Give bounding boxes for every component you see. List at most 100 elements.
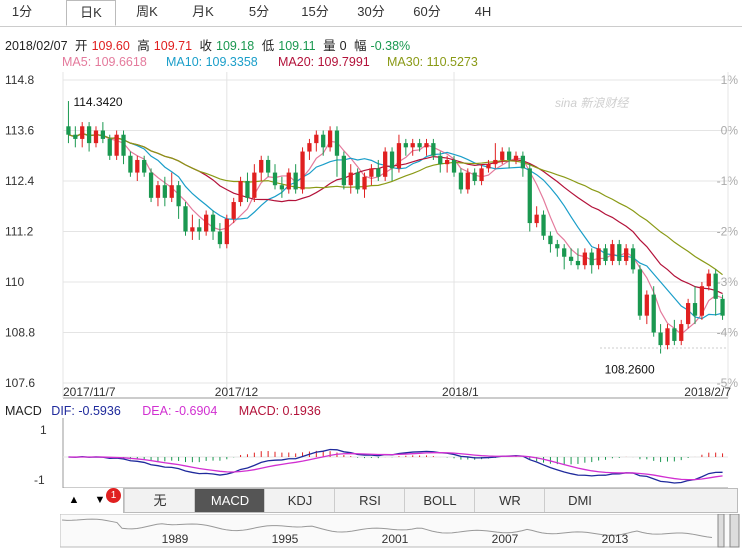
candle-body	[396, 143, 402, 169]
high-value: 109.71	[153, 39, 193, 53]
tab-4[interactable]: 5分	[248, 4, 270, 19]
dea-label: DEA: -0.6904	[142, 404, 218, 418]
candle-body	[217, 231, 223, 245]
candle-body	[204, 214, 209, 232]
candle-body	[630, 248, 636, 270]
tab-0[interactable]: 1分	[11, 4, 33, 19]
indicator-无-button[interactable]: 无	[124, 489, 195, 512]
indicator-rsi-button[interactable]: RSI	[334, 489, 405, 512]
min-price-label: 108.2600	[605, 363, 655, 377]
indicator-boll-button[interactable]: BOLL	[404, 489, 475, 512]
y-tick-label: 110	[5, 275, 24, 289]
tab-3[interactable]: 月K	[192, 4, 214, 19]
ma10-line	[68, 132, 723, 320]
candle-body	[617, 244, 622, 261]
candle-body	[651, 294, 656, 333]
candle-body	[679, 324, 684, 341]
candle-body	[486, 164, 491, 169]
candle-body	[451, 159, 457, 173]
navigator-frame	[60, 514, 740, 548]
candle-body	[128, 155, 133, 173]
candlestick-chart[interactable]: 114.8 1% 113.6 0% 112.4 -1% 111.2 -2% 110 -3% 108.…	[0, 70, 742, 400]
candle-body	[73, 134, 78, 139]
y-tick-label: 113.6	[5, 124, 34, 138]
pct-tick-label: -5%	[717, 376, 739, 390]
macd-value-label: MACD: 0.1936	[238, 404, 321, 418]
candle-body	[672, 328, 677, 341]
tab-5[interactable]: 15分	[301, 4, 329, 19]
candle-body	[169, 185, 174, 198]
candle-body	[603, 248, 608, 261]
y-tick-label: 108.8	[5, 326, 35, 340]
candle-body	[575, 260, 581, 266]
candle-body	[465, 172, 470, 190]
macd-chart[interactable]: 1 -1	[0, 418, 742, 488]
period-tabs: 1分 日K 周K 月K 5分 15分 30分 60分 4H	[0, 0, 742, 27]
tab-7[interactable]: 60分	[413, 4, 441, 19]
scroll-down-button[interactable]: ▼	[94, 494, 106, 506]
quote-date: 2018/02/07	[5, 39, 68, 53]
candle-body	[383, 151, 388, 177]
low-label: 低	[261, 39, 275, 53]
x-tick-label: 2018/2/7	[684, 385, 731, 399]
candle-body	[720, 298, 725, 316]
candle-body	[321, 134, 326, 148]
macd-title: MACD	[5, 404, 42, 418]
candle-body	[665, 328, 670, 346]
indicator-kdj-button[interactable]: KDJ	[264, 489, 335, 512]
candle-body	[341, 155, 346, 186]
candle-body	[555, 244, 560, 249]
candle-body	[548, 235, 553, 245]
candle-body	[66, 126, 71, 135]
indicator-wr-button[interactable]: WR	[474, 489, 545, 512]
tab-8[interactable]: 4H	[474, 4, 492, 19]
candle-body	[114, 134, 119, 156]
pct-tick-label: 0%	[721, 124, 739, 138]
close-label: 收	[199, 39, 213, 53]
pct-tick-label: -1%	[717, 174, 739, 188]
candle-body	[80, 126, 85, 139]
candle-body	[582, 252, 587, 266]
candle-body	[231, 202, 236, 219]
candle-body	[410, 143, 415, 148]
candle-body	[155, 185, 161, 198]
macd-tick-label: 1	[40, 423, 47, 437]
time-navigator[interactable]: 1989 1995 2001 2007 2013	[60, 514, 740, 548]
dea-line	[68, 452, 723, 481]
candle-body	[314, 134, 319, 144]
candle-body	[86, 126, 92, 144]
candle-body	[500, 151, 505, 160]
tab-2[interactable]: 周K	[136, 4, 158, 19]
candle-body	[224, 218, 229, 245]
indicator-macd-button[interactable]: MACD	[194, 489, 265, 512]
close-value: 109.18	[216, 39, 255, 53]
scroll-up-button[interactable]: ▲	[68, 494, 80, 506]
navigator-year-label: 1989	[162, 532, 189, 546]
candle-body	[589, 252, 594, 266]
change-label: 幅	[354, 39, 367, 53]
x-tick-label: 2017/11/7	[63, 385, 116, 399]
low-value: 109.11	[278, 39, 316, 53]
candle-body	[293, 172, 298, 190]
ma30-label: MA30: 110.5273	[387, 55, 478, 69]
candle-body	[403, 143, 408, 148]
pct-tick-label: -2%	[717, 225, 739, 239]
candle-body	[520, 155, 526, 169]
candle-body	[279, 185, 285, 190]
candle-body	[431, 143, 436, 156]
macd-tick-label: -1	[34, 473, 45, 487]
tab-6[interactable]: 30分	[357, 4, 385, 19]
open-label: 开	[75, 39, 88, 53]
candle-body	[706, 273, 711, 287]
quote-info: 2018/02/07 开 109.60 高 109.71 收 109.18 低 109.…	[5, 35, 414, 54]
x-tick-label: 2018/1	[442, 385, 479, 399]
candle-body	[458, 172, 464, 190]
candle-body	[142, 159, 147, 173]
navigator-year-label: 2001	[382, 532, 409, 546]
candle-body	[190, 227, 195, 232]
indicator-dmi-button[interactable]: DMI	[544, 489, 615, 512]
candle-body	[197, 227, 202, 232]
candle-body	[562, 248, 567, 257]
notification-badge: 1	[106, 488, 121, 503]
tab-1[interactable]: 日K	[66, 0, 116, 26]
